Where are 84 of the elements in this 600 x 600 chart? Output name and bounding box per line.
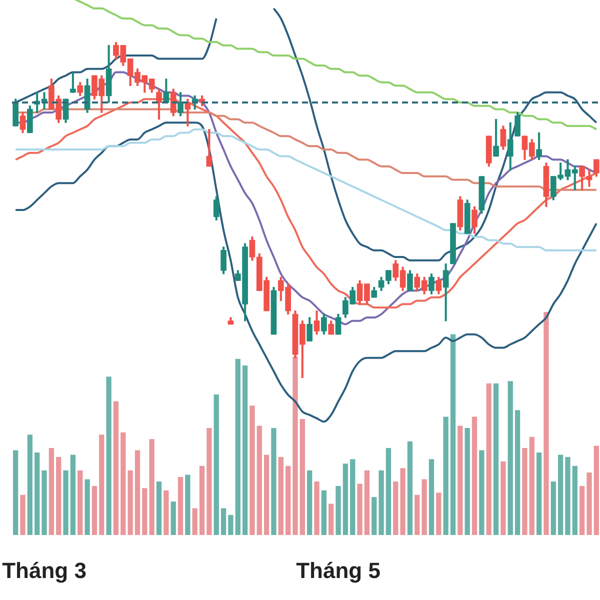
bar (572, 466, 578, 535)
bar (472, 416, 478, 535)
bar (558, 454, 564, 535)
bar (364, 470, 370, 535)
bar (214, 394, 219, 535)
bar (120, 432, 126, 535)
bar (393, 481, 398, 535)
bar (128, 470, 133, 535)
bar (113, 401, 119, 535)
bar (378, 470, 384, 535)
bar (250, 406, 255, 535)
bar (350, 459, 356, 535)
bar (228, 514, 234, 535)
bar (256, 426, 262, 535)
bar (134, 450, 140, 535)
bar (522, 448, 528, 535)
bar (594, 446, 599, 535)
bar (372, 497, 377, 535)
bar (63, 470, 68, 535)
bar (156, 481, 162, 535)
bar (479, 450, 484, 535)
bar (300, 419, 305, 535)
x-tick-label: Tháng 5 (296, 558, 380, 584)
bar (514, 410, 520, 535)
bar (486, 383, 492, 535)
bar (443, 416, 448, 535)
bar (529, 436, 534, 535)
bar (328, 504, 334, 535)
bar (436, 492, 442, 535)
bar (235, 358, 240, 535)
bar (92, 486, 98, 535)
bar (342, 464, 348, 535)
bar (264, 454, 270, 535)
bar (407, 441, 413, 535)
bar (84, 479, 90, 535)
bar (142, 488, 148, 535)
bar (285, 466, 291, 535)
bar (78, 470, 83, 535)
bar (422, 479, 427, 535)
bar (164, 490, 169, 535)
x-tick-label: Tháng 3 (2, 558, 86, 584)
bar (314, 481, 320, 535)
bar (48, 448, 54, 535)
bar (357, 484, 362, 535)
bar (185, 474, 190, 535)
bar (220, 508, 226, 535)
bar (206, 428, 212, 535)
bar (500, 461, 506, 535)
bar (336, 486, 341, 535)
bar (536, 452, 542, 535)
bar (450, 334, 456, 535)
bar (178, 477, 184, 535)
bar (271, 428, 276, 535)
bar (13, 450, 18, 535)
bar (307, 470, 312, 535)
bar (42, 470, 47, 535)
bar (464, 428, 470, 535)
bar (56, 456, 62, 535)
bar (106, 376, 112, 535)
bar (20, 494, 26, 535)
bar (99, 434, 104, 535)
bar (292, 356, 298, 535)
bar (579, 486, 585, 535)
bar (199, 466, 205, 535)
bar (458, 426, 463, 535)
bar (428, 459, 434, 535)
bar (27, 434, 33, 535)
bar (414, 494, 420, 535)
bar (544, 312, 549, 535)
bar (493, 383, 499, 535)
bar (550, 481, 556, 535)
bar (565, 456, 570, 535)
bar (586, 472, 592, 535)
bar (508, 381, 513, 535)
bar (386, 448, 392, 535)
bar (242, 366, 248, 535)
bar (400, 468, 406, 535)
bar (70, 454, 76, 535)
bar (170, 502, 176, 535)
bar (149, 439, 154, 535)
bar (34, 452, 40, 535)
bar (321, 490, 327, 535)
bar (278, 456, 284, 535)
bar (192, 508, 198, 535)
